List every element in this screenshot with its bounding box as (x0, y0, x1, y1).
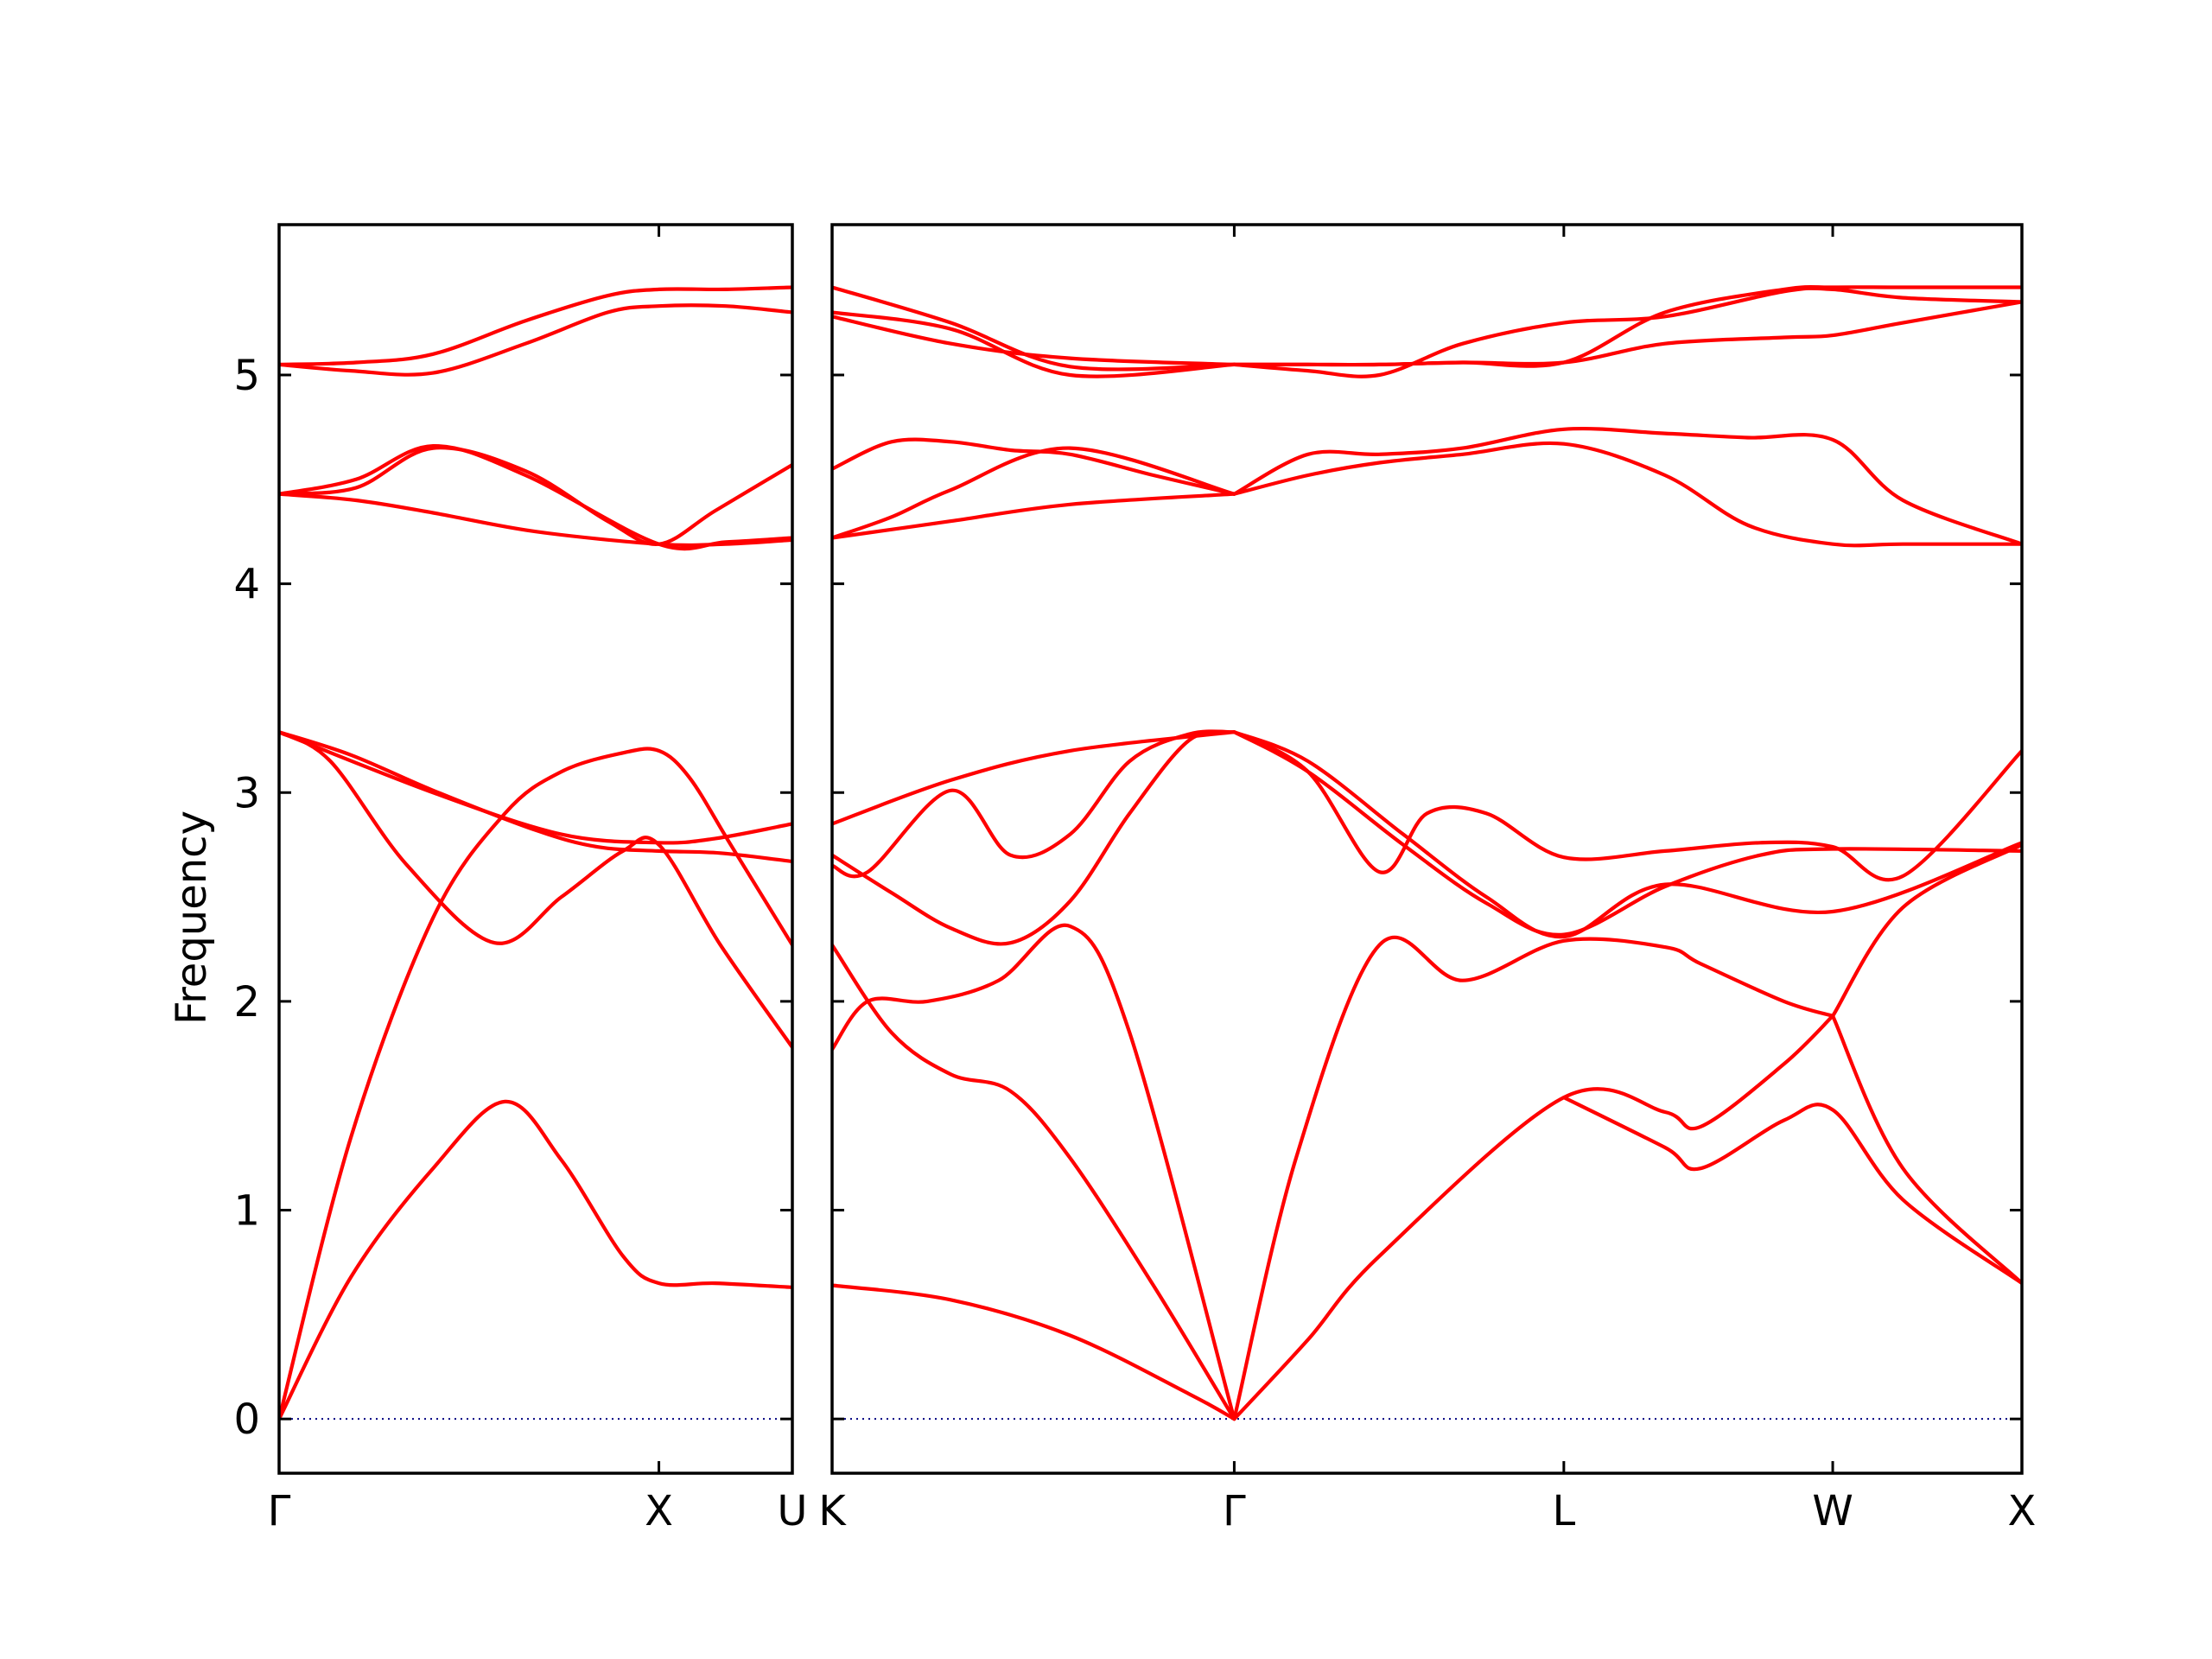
band-line-2-3 (832, 923, 1236, 1421)
x-tick-label: Γ (268, 1487, 291, 1535)
x-tick-label: Γ (1223, 1487, 1246, 1535)
x-tick-label: L (1552, 1487, 1575, 1535)
band-line-1-8 (279, 446, 792, 546)
y-axis-label: Frequency (168, 810, 216, 1025)
x-tick-label: X (2008, 1487, 2037, 1535)
band-line-2-25 (1232, 300, 2022, 367)
band-line-2-5 (1232, 935, 1835, 1421)
band-line-2-16 (832, 446, 1236, 540)
x-tick-label: K (818, 1487, 847, 1535)
band-line-1-1 (279, 1099, 792, 1421)
y-tick-label: 2 (233, 978, 260, 1027)
band-line-2-23 (1232, 286, 2022, 378)
band-line-2-14 (1232, 730, 2022, 937)
band-line-2-15 (832, 492, 1236, 540)
band-line-1-7 (279, 443, 792, 551)
band-line-1-3 (279, 730, 792, 1050)
band-line-2-13 (1232, 730, 2022, 939)
panel-frame (830, 223, 2024, 1475)
x-tick-label: U (777, 1487, 807, 1535)
band-line-1-5 (279, 730, 792, 845)
y-tick-label: 5 (233, 352, 260, 400)
band-line-2-7 (1831, 1014, 2022, 1286)
panel-1: 0 1 2 3 4 5 Γ X U (233, 223, 808, 1535)
band-line-1-6 (279, 492, 792, 548)
y-tick-label: 0 (233, 1395, 260, 1444)
band-line-2-12 (1232, 730, 2022, 882)
x-tick-label: X (645, 1487, 673, 1535)
band-line-1-2 (279, 747, 792, 1421)
band-line-2-18 (1232, 441, 2022, 548)
band-line-2-22 (832, 315, 1236, 366)
band-line-2-10 (832, 729, 1236, 946)
band-line-2-19 (1232, 426, 2022, 546)
x-tick-label: W (1812, 1487, 1853, 1535)
band-line-1-4 (279, 730, 792, 864)
y-tick-label: 3 (233, 769, 260, 817)
band-line-1-9 (279, 303, 792, 377)
band-group (832, 284, 2022, 1421)
band-line-2-11 (832, 730, 1236, 826)
band-line-2-2 (832, 943, 1236, 1421)
band-line-2-6 (1561, 1096, 2022, 1286)
band-line-2-1 (832, 1283, 1236, 1421)
chart-panels: 0 1 2 3 4 5 Γ X U K Γ L W X (233, 223, 2037, 1535)
y-tick-label: 4 (233, 561, 260, 609)
band-line-2-21 (832, 310, 1236, 378)
panel-frame (277, 223, 794, 1475)
band-line-2-8 (1831, 842, 2022, 1018)
band-line-1-10 (279, 285, 792, 366)
band-group (279, 285, 792, 1421)
band-line-2-20 (832, 285, 1236, 372)
band-line-2-4 (1232, 1014, 1835, 1421)
y-tick-label: 1 (233, 1187, 260, 1236)
band-line-2-17 (832, 437, 1236, 496)
